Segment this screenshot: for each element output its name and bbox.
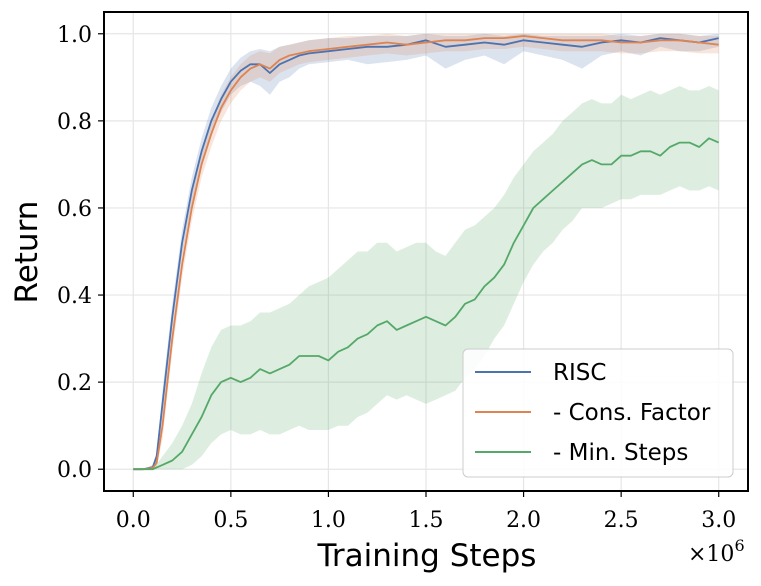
x-ticks: 0.0 0.5 1.0 1.5 2.0 2.5 3.0	[116, 491, 736, 533]
band-min-steps	[133, 86, 719, 470]
series-lines	[133, 35, 720, 471]
x-tick-label: 0.0	[116, 508, 151, 533]
x-tick-label: 1.0	[311, 508, 346, 533]
legend-label-min-steps: - Min. Steps	[553, 440, 688, 466]
y-tick-label: 0.0	[57, 458, 92, 483]
legend-label-cons-factor: - Cons. Factor	[553, 400, 711, 426]
x-multiplier-base: ×10	[688, 542, 734, 567]
y-tick-label: 1.0	[57, 23, 92, 48]
y-tick-label: 0.2	[57, 371, 92, 396]
legend-label-risc: RISC	[553, 360, 606, 386]
y-tick-label: 0.8	[57, 110, 92, 135]
x-axis-label: Training Steps	[317, 538, 537, 574]
x-multiplier-exponent: 6	[734, 536, 744, 555]
x-tick-label: 1.5	[409, 508, 444, 533]
y-tick-label: 0.6	[57, 197, 92, 222]
x-tick-label: 2.0	[506, 508, 541, 533]
legend-box	[462, 348, 734, 478]
line-risc	[133, 37, 719, 471]
confidence-bands	[133, 33, 719, 470]
y-axis-label: Return	[9, 201, 45, 304]
x-tick-label: 2.5	[604, 508, 639, 533]
line-cons-factor	[133, 35, 719, 471]
x-multiplier: ×106	[688, 536, 745, 567]
y-ticks: 0.0 0.2 0.4 0.6 0.8 1.0	[57, 23, 104, 483]
x-tick-label: 0.5	[213, 508, 248, 533]
line-min-steps	[133, 137, 720, 471]
x-tick-label: 3.0	[701, 508, 736, 533]
legend: RISC - Cons. Factor - Min. Steps	[462, 348, 734, 478]
y-tick-label: 0.4	[57, 284, 92, 309]
